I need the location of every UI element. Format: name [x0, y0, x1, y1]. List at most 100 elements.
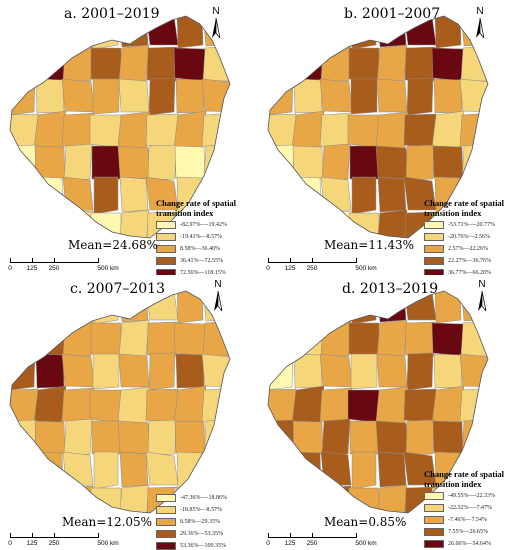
- north-label: N: [212, 6, 220, 17]
- map-region: [145, 388, 179, 424]
- map-region: [92, 353, 120, 390]
- legend-item: -49.55%—-22.33%: [424, 490, 515, 501]
- legend-label: 22.27%—36.76%: [448, 257, 491, 264]
- map-panel-b: b. 2001–2007 N Change rate of spatial tr…: [258, 0, 515, 275]
- scale-tick: [268, 258, 269, 263]
- map-region: [348, 47, 380, 82]
- legend-swatch: [156, 232, 176, 241]
- map-panel-c: c. 2007–2013 N -47.36%—-18.86% -18.85%—8.…: [0, 275, 257, 550]
- map-region: [117, 111, 151, 149]
- north-arrow-icon: [476, 17, 485, 39]
- scale-tick-label: 500 km: [97, 540, 119, 547]
- map-region: [377, 176, 407, 213]
- map-region: [36, 451, 64, 489]
- map-region: [320, 451, 352, 487]
- regions-c: [10, 291, 230, 513]
- map-region: [10, 16, 39, 46]
- map-region: [203, 143, 230, 182]
- map-region: [119, 451, 149, 488]
- legend-c: -47.36%—-18.86% -18.85%—8.57% 8.58%—29.35%…: [156, 491, 227, 550]
- legend-swatch: [424, 503, 444, 512]
- scale-tick-label: 0: [266, 540, 270, 547]
- legend-swatch: [156, 220, 176, 229]
- map-region: [349, 145, 379, 180]
- map-region: [406, 77, 434, 116]
- legend-swatch: [424, 515, 444, 524]
- north-arrow-icon: [212, 17, 221, 39]
- map-region: [91, 145, 121, 180]
- legend-swatch: [424, 527, 444, 536]
- map-region: [268, 486, 296, 513]
- map-region: [173, 322, 207, 357]
- map-region: [62, 45, 94, 82]
- legend-swatch: [156, 517, 176, 526]
- legend-swatch: [424, 256, 444, 265]
- map-region: [294, 291, 322, 324]
- map-region: [320, 320, 352, 357]
- region-outline-b: [267, 15, 489, 239]
- legend-label: 36.77%—66.20%: [448, 269, 491, 276]
- map-region: [92, 78, 120, 115]
- map-region: [174, 145, 206, 180]
- scale-tick-label: 125: [284, 265, 296, 272]
- scale-tick: [54, 258, 55, 263]
- legend-swatch: [156, 268, 176, 275]
- legend-item: -82.97%—-19.42%: [156, 219, 251, 230]
- scale-bar-d: 0 125 250 500 km: [264, 533, 384, 550]
- map-region: [291, 212, 325, 238]
- map-region: [431, 322, 465, 357]
- legend-d: Change rate of spatial transition index …: [424, 469, 515, 549]
- map-region: [175, 78, 205, 114]
- map-region: [147, 144, 177, 181]
- map-region: [375, 420, 409, 455]
- map-canvas-d: [267, 290, 489, 514]
- scale-tick: [290, 533, 291, 538]
- legend-swatch: [156, 541, 176, 550]
- scale-tick: [98, 533, 99, 538]
- map-region: [268, 16, 297, 46]
- legend-item: -18.85%—8.57%: [156, 504, 227, 515]
- legend-item: 8.58%—36.40%: [156, 243, 251, 254]
- map-region: [176, 451, 204, 489]
- map-region: [404, 321, 436, 357]
- scale-tick: [32, 533, 33, 538]
- legend-label: 7.55%—26.65%: [448, 528, 488, 535]
- map-region: [89, 389, 123, 424]
- map-region: [33, 385, 67, 424]
- map-region: [432, 145, 464, 180]
- legend-label: -7.46%—7.54%: [448, 516, 487, 523]
- map-region: [321, 143, 351, 182]
- legend-item: 7.55%—26.65%: [424, 526, 515, 537]
- map-region: [348, 322, 380, 357]
- scale-tick: [312, 533, 313, 538]
- map-canvas-a: [9, 15, 231, 239]
- map-region: [61, 353, 95, 388]
- map-panel-d: d. 2013–2019 N Change rate of spatial tr…: [258, 275, 515, 550]
- legend-label: -19.41%—8.57%: [180, 233, 222, 240]
- scale-bar-c: 0 125 250 500 km: [6, 533, 126, 550]
- map-region: [202, 451, 230, 487]
- map-region: [347, 114, 381, 149]
- north-arrow-icon: [478, 290, 487, 312]
- map-region: [432, 420, 464, 455]
- north-label: N: [476, 6, 484, 17]
- map-canvas-b: [267, 15, 489, 239]
- legend-label: -18.85%—8.57%: [180, 506, 222, 513]
- scale-tick-label: 125: [26, 265, 38, 272]
- north-arrow-a: N: [208, 6, 224, 40]
- map-panel-a: a. 2001–2019 N Change rate of spatial tr…: [0, 0, 257, 275]
- scale-tick-label: 0: [8, 540, 12, 547]
- legend-label: 72.56%—118.15%: [180, 269, 226, 276]
- legend-swatch: [424, 232, 444, 241]
- map-region: [61, 112, 95, 149]
- legend-item: 8.58%—29.35%: [156, 516, 227, 527]
- map-region: [36, 291, 64, 324]
- legend-swatch: [424, 491, 444, 500]
- map-region: [201, 78, 230, 113]
- scale-tick: [356, 258, 357, 263]
- scale-tick: [32, 258, 33, 263]
- scale-tick: [268, 533, 269, 538]
- map-region: [10, 321, 38, 357]
- map-region: [405, 144, 435, 181]
- map-region: [36, 16, 64, 49]
